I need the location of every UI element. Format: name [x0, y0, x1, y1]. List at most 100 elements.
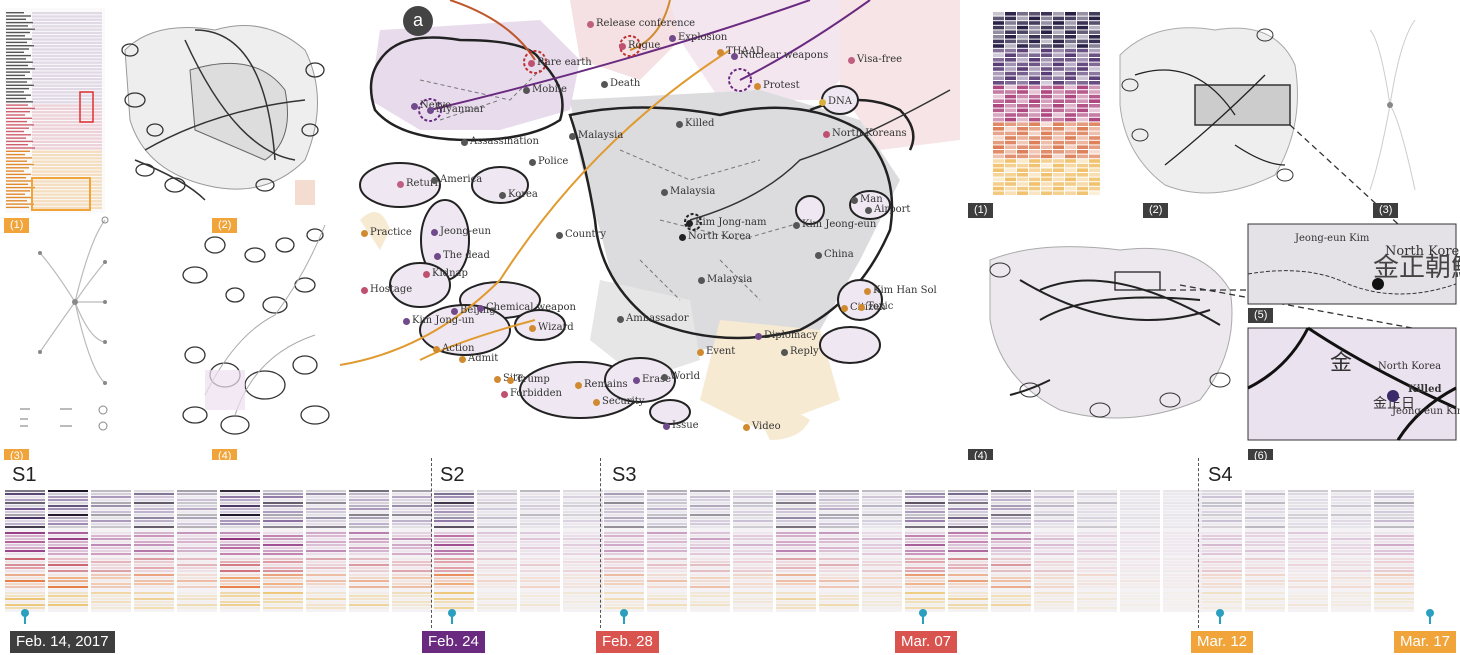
heat-cell: [1077, 173, 1088, 177]
heat-cell: [1041, 108, 1052, 113]
heat-cell: [1005, 108, 1016, 113]
list-row-mark: [6, 58, 26, 60]
heat-cell: [1029, 150, 1040, 154]
map-node-dot: [427, 107, 434, 114]
map-node-label: World: [670, 371, 700, 382]
heat-cell: [993, 127, 1004, 131]
heat-cell: [1053, 62, 1064, 67]
left-label-4: (4): [212, 449, 238, 460]
heat-cell: [1065, 25, 1076, 30]
timeline-column: [563, 490, 603, 612]
heat-cell: [1065, 159, 1076, 163]
date-label-mar-07: Mar. 07: [895, 631, 958, 653]
heat-cell: [1077, 81, 1088, 85]
heat-cell: [1017, 163, 1028, 168]
heat-cell: [1065, 154, 1076, 159]
list-row-heat: [32, 61, 102, 64]
heat-cell: [1005, 117, 1016, 122]
heat-cell: [1029, 140, 1040, 145]
list-row-mark: [6, 130, 24, 133]
map-node-label: Jeong-eun: [440, 226, 491, 237]
main-map-panel: a Release conference Rare earth Rogue Explo…: [340, 0, 960, 445]
segment-label-s3: S3: [612, 464, 637, 486]
heat-cell: [1077, 67, 1088, 71]
heat-cell: [993, 90, 1004, 94]
heat-cell: [993, 136, 1004, 140]
heat-cell: [1005, 25, 1016, 30]
heat-cell: [1017, 53, 1028, 57]
heat-cell: [1089, 44, 1100, 48]
heat-cell: [1017, 104, 1028, 108]
map-node-label: Kim Han Sol: [873, 285, 937, 296]
list-row-heat: [32, 21, 102, 25]
heat-cell: [1041, 21, 1052, 25]
heat-cell: [1089, 12, 1100, 16]
heat-cell: [1065, 168, 1076, 172]
heat-cell: [1089, 94, 1100, 99]
heat-cell: [1089, 58, 1100, 62]
heat-cell: [1029, 127, 1040, 131]
heat-cell: [1077, 136, 1088, 140]
list-row-heat: [32, 147, 102, 150]
right-thumbnails: 金正朝鮮 金 金正日: [989, 12, 1460, 441]
list-row-heat: [32, 117, 102, 120]
heat-cell: [1089, 25, 1100, 30]
segment-divider: [600, 458, 601, 628]
heat-cell: [1029, 25, 1040, 30]
map-node-label: Ambassador: [626, 313, 689, 324]
heat-cell: [1029, 16, 1040, 21]
map-node-dot: [865, 207, 872, 214]
map-node-dot: [433, 346, 440, 353]
list-row-mark: [6, 68, 35, 70]
map-node-dot: [528, 60, 535, 67]
list-row-heat: [32, 120, 102, 124]
heat-cell: [1077, 163, 1088, 168]
heat-cell: [1005, 177, 1016, 182]
heat-cell: [1041, 117, 1052, 122]
heat-cell: [1005, 186, 1016, 191]
list-row-heat: [32, 180, 102, 183]
heat-cell: [1029, 159, 1040, 163]
heat-cell: [1089, 48, 1100, 53]
heat-cell: [993, 58, 1004, 62]
map-node-dot: [361, 230, 368, 237]
list-row-mark: [6, 18, 26, 20]
list-row-mark: [6, 134, 31, 136]
timeline-column: [819, 490, 859, 612]
map-node-dot: [754, 83, 761, 90]
heat-cell: [1089, 16, 1100, 21]
map-node-dot: [459, 356, 466, 363]
map-node-dot: [477, 305, 484, 312]
heat-cell: [1065, 108, 1076, 113]
left-label-2: (2): [212, 218, 238, 233]
list-row-heat: [32, 81, 102, 84]
map-node-dot: [501, 391, 508, 398]
heat-cell: [1005, 44, 1016, 48]
heat-cell: [1065, 131, 1076, 136]
heat-cell: [1017, 16, 1028, 21]
heat-cell: [1053, 21, 1064, 25]
heat-cell: [993, 21, 1004, 25]
map-node-dot: [411, 103, 418, 110]
map-node-label: Country: [565, 229, 607, 240]
heat-cell: [1017, 186, 1028, 191]
heat-cell: [993, 173, 1004, 177]
heat-cell: [1029, 67, 1040, 71]
heat-cell: [1089, 191, 1100, 195]
heat-cell: [1029, 104, 1040, 108]
heat-cell: [1017, 127, 1028, 131]
list-row-heat: [32, 153, 102, 157]
map-node-label: Hostage: [370, 284, 413, 295]
list-row-mark: [6, 206, 29, 209]
heat-cell: [1077, 104, 1088, 108]
heat-cell: [993, 131, 1004, 136]
segment-divider: [1198, 458, 1199, 628]
heat-cell: [1017, 76, 1028, 80]
list-row-mark: [6, 153, 25, 156]
heat-cell: [1041, 90, 1052, 94]
heat-cell: [1005, 53, 1016, 57]
date-pin: [21, 609, 29, 624]
heat-cell: [1077, 90, 1088, 94]
list-row-mark: [6, 200, 27, 202]
list-row-heat: [32, 104, 102, 107]
